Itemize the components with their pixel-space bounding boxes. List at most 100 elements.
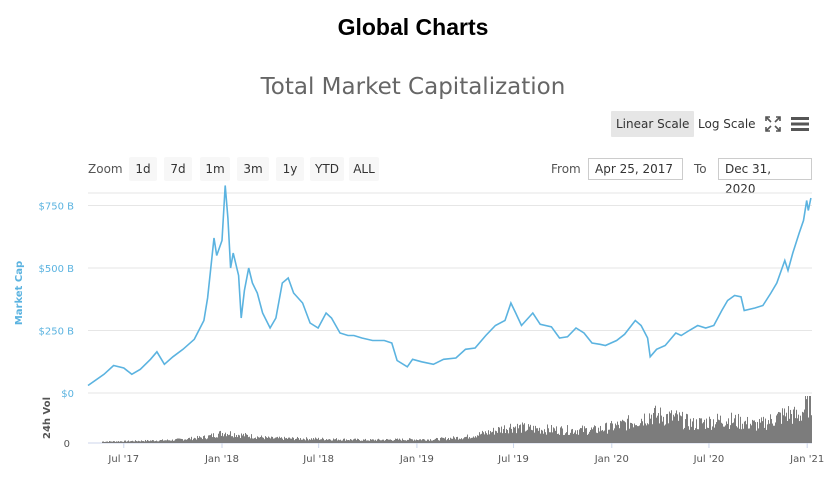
volume-bar (486, 433, 487, 443)
volume-bar (811, 415, 812, 443)
expand-icon[interactable] (763, 114, 783, 134)
volume-bar (115, 441, 116, 443)
volume-bar (557, 434, 558, 443)
volume-bar (368, 440, 369, 443)
volume-bar (642, 421, 643, 443)
volume-bar (322, 437, 323, 443)
volume-bar (784, 408, 785, 443)
volume-bar (805, 396, 806, 443)
volume-bar (382, 439, 383, 443)
volume-bar (345, 440, 346, 443)
zoom-all-button[interactable]: ALL (349, 157, 379, 181)
volume-bar (739, 428, 740, 443)
volume-bar (713, 419, 714, 443)
volume-bar (425, 440, 426, 443)
volume-bar (701, 418, 702, 443)
volume-bar (332, 440, 333, 443)
volume-bar (240, 438, 241, 443)
volume-bar (636, 425, 637, 443)
volume-bar (208, 435, 209, 443)
volume-bar (321, 439, 322, 443)
volume-bar (468, 438, 469, 443)
zoom-1d-button[interactable]: 1d (129, 157, 157, 181)
volume-bar (241, 433, 242, 443)
volume-bar (500, 432, 501, 443)
zoom-1m-button[interactable]: 1m (200, 157, 230, 181)
volume-bar (499, 427, 500, 443)
volume-bar (162, 439, 163, 443)
volume-bar (718, 419, 719, 443)
volume-bar (196, 439, 197, 443)
volume-bar (144, 441, 145, 443)
volume-bar (485, 431, 486, 443)
volume-bar (224, 434, 225, 443)
volume-bar (731, 412, 732, 443)
volume-bar (693, 418, 694, 443)
volume-tick-label: 0 (64, 439, 70, 450)
volume-bar (395, 438, 396, 443)
volume-bar (774, 425, 775, 443)
volume-bar (301, 439, 302, 443)
page-title: Global Charts (337, 14, 489, 40)
from-date-input[interactable]: Apr 25, 2017 (588, 158, 683, 180)
volume-bar (526, 430, 527, 443)
volume-bar (487, 434, 488, 443)
volume-bar (736, 426, 737, 443)
volume-bar (560, 427, 561, 443)
to-date-input[interactable]: Dec 31, 2020 (718, 158, 812, 196)
volume-bar (537, 428, 538, 443)
volume-bar (498, 426, 499, 443)
zoom-ytd-button[interactable]: YTD (310, 157, 344, 181)
hamburger-menu-icon[interactable] (790, 114, 810, 134)
volume-bar (219, 431, 220, 443)
volume-bar (123, 441, 124, 443)
volume-bar (598, 427, 599, 443)
zoom-3m-button[interactable]: 3m (237, 157, 269, 181)
volume-bar (595, 426, 596, 443)
volume-bar (650, 418, 651, 443)
zoom-1y-button[interactable]: 1y (276, 157, 304, 181)
volume-bar (634, 423, 635, 443)
volume-bar (539, 427, 540, 443)
volume-bar (742, 423, 743, 443)
volume-bar (788, 406, 789, 443)
volume-bar (433, 440, 434, 443)
volume-bar (757, 421, 758, 443)
log-scale-button[interactable]: Log Scale (698, 117, 756, 131)
volume-bar (350, 439, 351, 443)
volume-bar (319, 439, 320, 443)
volume-bar (538, 430, 539, 443)
volume-bar (561, 426, 562, 443)
volume-bar (314, 439, 315, 443)
volume-bar (354, 438, 355, 443)
volume-bar (249, 436, 250, 443)
volume-bar (753, 420, 754, 443)
volume-bar (363, 439, 364, 443)
volume-bar (776, 415, 777, 443)
volume-bar (410, 438, 411, 443)
volume-bar (420, 439, 421, 443)
volume-bar (148, 440, 149, 443)
volume-bar (626, 430, 627, 443)
volume-bar (346, 439, 347, 443)
volume-bar (624, 421, 625, 443)
volume-bar (213, 433, 214, 443)
volume-bar (242, 435, 243, 443)
linear-scale-button[interactable]: Linear Scale (611, 111, 695, 137)
volume-bar (744, 421, 745, 443)
volume-bar (385, 440, 386, 443)
volume-bar (462, 439, 463, 443)
volume-bar (514, 427, 515, 443)
volume-bar (306, 437, 307, 443)
volume-bar (694, 429, 695, 443)
volume-bar (266, 437, 267, 443)
volume-bar (256, 439, 257, 443)
volume-bar (722, 423, 723, 443)
volume-bar (273, 438, 274, 443)
volume-bar (582, 425, 583, 443)
zoom-7d-button[interactable]: 7d (164, 157, 192, 181)
volume-bar (394, 439, 395, 443)
volume-bar (375, 439, 376, 443)
volume-bar (172, 439, 173, 443)
